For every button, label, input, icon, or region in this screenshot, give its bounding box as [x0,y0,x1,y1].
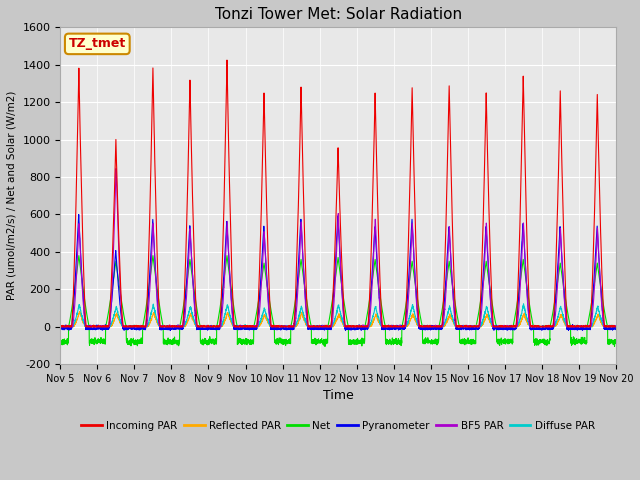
BF5 PAR [112,166,120,171]
Line: BF5 PAR: BF5 PAR [60,168,616,327]
Pyranometer [463,325,470,331]
BF5 PAR [56,324,64,330]
Diffuse PAR [520,301,527,307]
Y-axis label: PAR (umol/m2/s) / Net and Solar (W/m2): PAR (umol/m2/s) / Net and Solar (W/m2) [7,91,17,300]
Pyranometer [317,326,325,332]
BF5 PAR [317,324,325,330]
BF5 PAR [611,324,619,329]
Incoming PAR [463,324,470,330]
Reflected PAR [463,324,470,329]
Diffuse PAR [463,324,470,330]
Diffuse PAR [56,324,64,330]
Incoming PAR [611,324,619,329]
Incoming PAR [612,324,620,330]
Reflected PAR [56,324,64,330]
Line: Reflected PAR: Reflected PAR [60,312,616,327]
Diffuse PAR [317,324,325,329]
BF5 PAR [432,323,440,329]
Incoming PAR [156,324,164,329]
Incoming PAR [494,324,502,330]
Line: Incoming PAR: Incoming PAR [60,60,616,327]
Reflected PAR [76,309,83,314]
Incoming PAR [317,324,325,329]
Reflected PAR [432,324,440,329]
Pyranometer [611,325,619,331]
Reflected PAR [156,324,164,330]
Incoming PAR [223,57,231,63]
Pyranometer [156,325,164,331]
BF5 PAR [463,324,470,330]
Pyranometer [166,327,174,333]
Reflected PAR [317,323,325,329]
Net [463,341,470,347]
Net [156,308,164,313]
Net [612,337,620,343]
Pyranometer [75,212,83,217]
BF5 PAR [156,324,164,330]
Title: Tonzi Tower Met: Solar Radiation: Tonzi Tower Met: Solar Radiation [214,7,461,22]
Incoming PAR [432,324,440,329]
X-axis label: Time: Time [323,389,353,402]
Diffuse PAR [494,324,502,329]
Diffuse PAR [432,324,440,330]
Net [75,253,83,259]
Incoming PAR [56,324,64,330]
Pyranometer [612,326,620,332]
Reflected PAR [612,324,620,329]
BF5 PAR [612,324,620,329]
Diffuse PAR [612,324,620,330]
Pyranometer [494,324,502,329]
Reflected PAR [494,324,502,329]
Net [611,344,618,349]
BF5 PAR [494,324,502,330]
Net [56,338,64,344]
Diffuse PAR [611,324,619,329]
Legend: Incoming PAR, Reflected PAR, Net, Pyranometer, BF5 PAR, Diffuse PAR: Incoming PAR, Reflected PAR, Net, Pyrano… [77,417,599,435]
Pyranometer [432,325,440,331]
Line: Pyranometer: Pyranometer [60,215,616,330]
Diffuse PAR [156,324,164,329]
Net [494,336,502,342]
Net [611,341,619,347]
Net [317,338,325,344]
Pyranometer [56,322,64,328]
Text: TZ_tmet: TZ_tmet [68,37,126,50]
Line: Diffuse PAR: Diffuse PAR [60,304,616,327]
Net [432,340,440,346]
Line: Net: Net [60,256,616,347]
Reflected PAR [611,324,619,329]
